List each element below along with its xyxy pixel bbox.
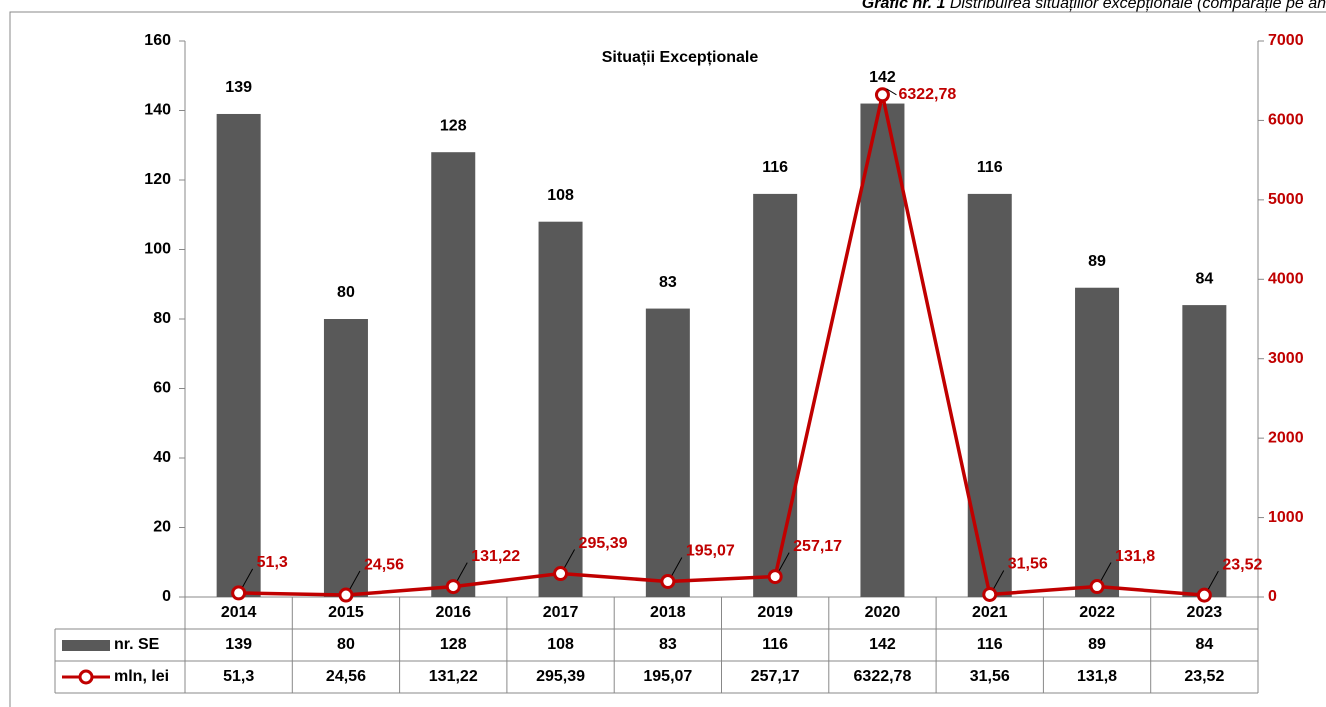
y2-tick-label: 3000: [1268, 350, 1304, 367]
table-cell: 51,3: [223, 668, 254, 685]
marker: [769, 571, 781, 583]
table-cell: 83: [659, 636, 677, 653]
chart-title: Situații Excepționale: [602, 49, 759, 66]
marker: [233, 587, 245, 599]
marker: [876, 89, 888, 101]
bar: [217, 114, 261, 597]
table-cell: 116: [977, 636, 1003, 653]
legend-label: nr. SE: [114, 636, 160, 653]
x-tick-label: 2023: [1187, 604, 1223, 621]
y2-tick-label: 5000: [1268, 191, 1304, 208]
bar-label: 116: [762, 159, 788, 176]
y-tick-label: 140: [144, 102, 171, 119]
x-tick-label: 2021: [972, 604, 1008, 621]
bar-label: 128: [440, 117, 467, 134]
table-cell: 295,39: [536, 668, 585, 685]
line-label: 23,52: [1222, 556, 1262, 573]
table-cell: 108: [547, 636, 574, 653]
y2-tick-label: 2000: [1268, 429, 1304, 446]
bar: [431, 152, 475, 597]
x-tick-label: 2014: [221, 604, 257, 621]
caption-text: Distribuirea situațiilor excepționale (c…: [950, 0, 1326, 12]
y-tick-label: 100: [144, 241, 171, 258]
y2-tick-label: 0: [1268, 588, 1277, 605]
table-cell: 31,56: [970, 668, 1010, 685]
line-label: 195,07: [686, 543, 735, 560]
marker: [555, 568, 567, 580]
bar: [324, 319, 368, 597]
x-tick-label: 2015: [328, 604, 364, 621]
bar-label: 80: [337, 284, 355, 301]
bar: [968, 194, 1012, 597]
marker: [662, 576, 674, 588]
marker: [984, 588, 996, 600]
caption: Grafic nr. 1 Distribuirea situațiilor ex…: [862, 0, 1326, 12]
line-label: 6322,78: [898, 86, 956, 103]
table-cell: 131,8: [1077, 668, 1117, 685]
line-label: 131,8: [1115, 548, 1155, 565]
y2-tick-label: 7000: [1268, 32, 1304, 49]
table-cell: 24,56: [326, 668, 366, 685]
bar: [1075, 288, 1119, 597]
marker: [1198, 589, 1210, 601]
bar: [539, 222, 583, 597]
x-tick-label: 2018: [650, 604, 686, 621]
marker: [1091, 581, 1103, 593]
table-cell: 131,22: [429, 668, 478, 685]
bar-label: 89: [1088, 253, 1106, 270]
table-cell: 84: [1195, 636, 1213, 653]
x-tick-label: 2016: [435, 604, 471, 621]
table-cell: 257,17: [751, 668, 800, 685]
line-label: 295,39: [579, 535, 628, 552]
line-label: 51,3: [257, 554, 288, 571]
y2-tick-label: 1000: [1268, 509, 1304, 526]
bar-label: 116: [977, 159, 1003, 176]
y-tick-label: 120: [144, 171, 171, 188]
bar-label: 108: [547, 187, 574, 204]
table-cell: 6322,78: [854, 668, 912, 685]
legend-label: mln, lei: [114, 668, 169, 685]
table-cell: 116: [762, 636, 788, 653]
marker: [447, 581, 459, 593]
bar: [753, 194, 797, 597]
line-label: 257,17: [793, 538, 842, 555]
table-cell: 139: [225, 636, 252, 653]
legend-marker: [80, 671, 92, 683]
table-cell: 128: [440, 636, 467, 653]
x-tick-label: 2019: [757, 604, 793, 621]
table-cell: 80: [337, 636, 355, 653]
bar-label: 142: [869, 69, 896, 86]
x-tick-label: 2020: [865, 604, 901, 621]
y2-tick-label: 4000: [1268, 271, 1304, 288]
y-tick-label: 60: [153, 380, 171, 397]
line-label: 31,56: [1008, 556, 1048, 573]
y2-tick-label: 6000: [1268, 112, 1304, 129]
line-label: 131,22: [471, 548, 520, 565]
table-cell: 142: [869, 636, 896, 653]
caption-label: Grafic nr. 1: [862, 0, 946, 12]
legend-swatch: [62, 640, 110, 651]
y-tick-label: 40: [153, 449, 171, 466]
y-tick-label: 20: [153, 519, 171, 536]
table-cell: 23,52: [1184, 668, 1224, 685]
table-cell: 89: [1088, 636, 1106, 653]
bar: [1182, 305, 1226, 597]
bar: [646, 309, 690, 597]
marker: [340, 589, 352, 601]
y-tick-label: 80: [153, 310, 171, 327]
bar-label: 83: [659, 274, 677, 291]
y-tick-label: 160: [144, 32, 171, 49]
bar-label: 84: [1195, 270, 1213, 287]
bar-label: 139: [225, 79, 252, 96]
bar: [860, 104, 904, 597]
x-tick-label: 2017: [543, 604, 579, 621]
line-label: 24,56: [364, 556, 404, 573]
table-cell: 195,07: [643, 668, 692, 685]
x-tick-label: 2022: [1079, 604, 1115, 621]
chart: Grafic nr. 1 Distribuirea situațiilor ex…: [0, 0, 1326, 707]
y-tick-label: 0: [162, 588, 171, 605]
